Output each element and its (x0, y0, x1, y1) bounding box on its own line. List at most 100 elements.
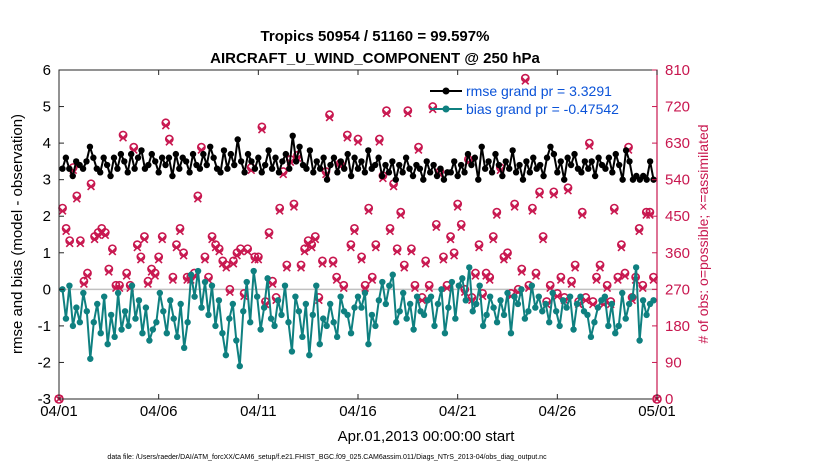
obs-assimilated-point (368, 276, 377, 284)
bias-point (132, 315, 139, 322)
obs-assimilated-point (357, 255, 366, 264)
obs-assimilated-point (83, 271, 92, 280)
obs-assimilated-point (375, 137, 384, 146)
obs-assimilated-point (200, 255, 209, 264)
rmse-point (344, 150, 351, 158)
rmse-point (512, 169, 520, 176)
x-tick-label: 04/11 (240, 403, 276, 420)
bias-point (479, 322, 487, 330)
rmse-point (217, 169, 224, 176)
obs-assimilated-point (638, 284, 647, 293)
rmse-point (447, 169, 454, 176)
bias-point (194, 267, 202, 275)
x-axis: 04/01 04/06 04/11 04/16 04/21 04/26 05/01 (40, 70, 676, 420)
rmse-point (464, 150, 472, 158)
rmse-point (626, 158, 633, 165)
y-tick-left-label: 4 (43, 135, 51, 152)
bias-point (500, 311, 508, 319)
bias-point (198, 304, 205, 311)
y-tick-right-label: 540 (665, 172, 690, 189)
bias-point (466, 264, 473, 271)
obs-assimilated-point (532, 271, 540, 280)
obs-assimilated-point (396, 211, 405, 219)
data-file-footnote: data file: /Users/raeder/DAI/ATM_forcXX/… (107, 454, 547, 461)
obs-assimilated-point (229, 259, 238, 268)
rmse-point (392, 176, 400, 183)
rmse-point (286, 165, 293, 172)
obs-assimilated-point (475, 243, 483, 252)
obs-assimilated-point (603, 284, 612, 293)
rmse-point (609, 169, 616, 176)
bias-point (107, 311, 115, 319)
obs-assimilated-point (649, 276, 658, 284)
bias-point (292, 293, 299, 300)
rmse-point (396, 161, 403, 169)
obs-assimilated-point (567, 280, 576, 289)
bias-point (368, 311, 376, 319)
bias-point (431, 322, 438, 330)
rmse-point (306, 147, 314, 154)
rmse-point (523, 158, 530, 165)
obs-assimilated-point (613, 276, 622, 284)
rmse-point (110, 154, 118, 161)
obs-assimilated-point (386, 227, 395, 236)
rmse-point (567, 161, 575, 169)
obs-assimilated-point (108, 247, 117, 256)
bias-point (191, 293, 198, 300)
bias-point (299, 333, 306, 341)
obs-assimilated-point (165, 137, 174, 146)
obs-assimilated-point (179, 251, 188, 260)
y-tick-left-label: 2 (43, 208, 51, 225)
y-tick-left-label: -2 (38, 354, 51, 371)
bias-point (337, 293, 344, 300)
obs-assimilated-point (346, 243, 355, 252)
rmse-point (530, 154, 537, 161)
bias-point (511, 293, 518, 300)
rmse-point (536, 161, 544, 169)
bias-point (354, 293, 362, 300)
bias-point (358, 304, 365, 311)
rmse-point (492, 150, 499, 158)
bias-point (229, 300, 237, 308)
bias-point (87, 355, 94, 362)
bias-point (413, 293, 421, 300)
rmse-point (619, 176, 626, 183)
bias-point (236, 362, 243, 370)
bias-point (278, 311, 285, 319)
rmse-point (237, 158, 245, 165)
bias-point (351, 304, 358, 311)
bias-point (333, 333, 341, 341)
bias-point (399, 289, 407, 297)
obs-assimilated-point (535, 190, 544, 199)
y-tick-left-label: 0 (43, 281, 51, 298)
bias-point (257, 326, 264, 333)
bias-point (507, 330, 515, 337)
bias-point (170, 315, 177, 322)
bias-point (441, 330, 449, 337)
rmse-point (320, 154, 327, 161)
bias-point (556, 322, 563, 330)
bias-point (521, 315, 529, 322)
obs-assimilated-point (222, 263, 231, 272)
obs-assimilated-point (275, 206, 284, 215)
obs-assimilated-point (265, 231, 273, 240)
rmse-point (248, 158, 255, 165)
obs-assimilated-point (635, 227, 644, 236)
bias-point (591, 319, 598, 326)
bias-point (420, 311, 428, 319)
bias-point (375, 297, 383, 304)
rmse-point (210, 154, 217, 161)
obs-assimilated-point (439, 255, 448, 264)
rmse-point (169, 172, 176, 180)
rmse-point (585, 165, 592, 172)
bias-point (177, 300, 184, 308)
bias-point (445, 304, 452, 311)
bias-point (118, 326, 125, 333)
obs-assimilated-point (72, 194, 81, 203)
x-tick-label: 04/01 (40, 403, 78, 420)
bias-point (76, 319, 84, 326)
bias-point (594, 304, 602, 311)
rmse-point (117, 150, 125, 158)
rmse-point (519, 176, 527, 183)
rmse-point (334, 169, 341, 176)
